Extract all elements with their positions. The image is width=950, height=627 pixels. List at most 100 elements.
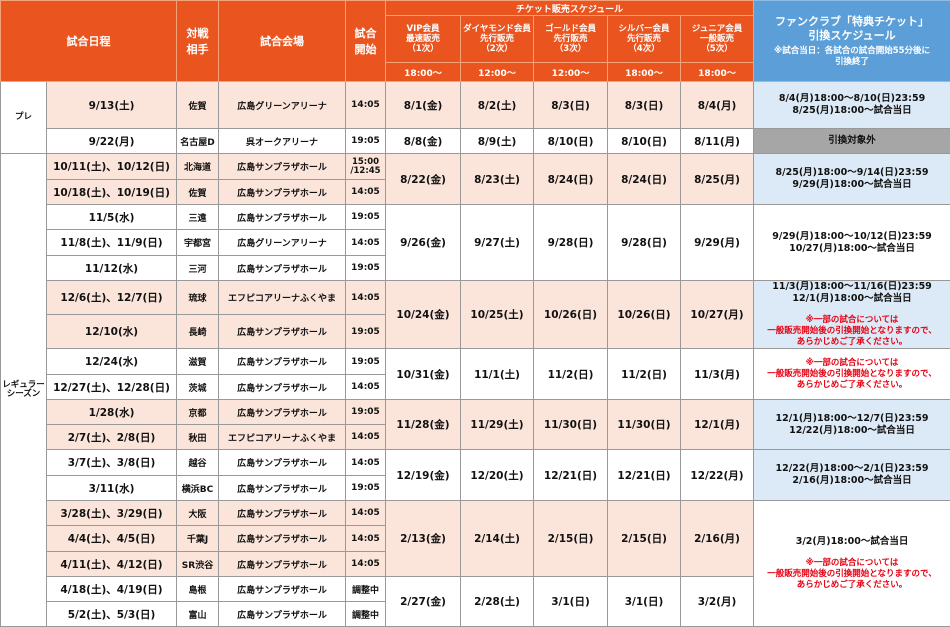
start-time: 19:05: [346, 315, 386, 349]
sale-date: 10/26(日): [534, 281, 608, 349]
start-time: 14:05: [346, 552, 386, 577]
start-time: 14:05: [346, 230, 386, 256]
sale-date: 12/21(日): [534, 450, 608, 501]
venue: 広島サンプラザホール: [219, 180, 346, 205]
sale-date: 8/22(金): [386, 154, 461, 205]
match-date: 12/10(水): [47, 315, 177, 349]
start-time: 19:05: [346, 476, 386, 501]
sale-date: 8/24(日): [534, 154, 608, 205]
opponent: 佐賀: [177, 180, 219, 205]
match-date: 3/7(土)、3/8(日): [47, 450, 177, 476]
sale-date: 2/28(土): [461, 577, 534, 627]
header-match-date: 試合日程: [1, 1, 177, 82]
exchange-period: 9/29(月)18:00〜10/12(日)23:59 10/27(月)18:00…: [754, 231, 950, 255]
tier-name: ダイヤモンド会員 先行販売 （2次）: [461, 16, 534, 63]
header-venue: 試合会場: [219, 1, 346, 82]
venue: 広島サンプラザホール: [219, 501, 346, 526]
sale-date: 10/27(月): [681, 281, 754, 349]
opponent: 大阪: [177, 501, 219, 526]
match-date: 11/5(水): [47, 205, 177, 230]
start-time: 調整中: [346, 602, 386, 627]
opponent: 横浜BC: [177, 476, 219, 501]
venue: 広島サンプラザホール: [219, 602, 346, 627]
sale-date: 10/25(土): [461, 281, 534, 349]
sale-date: 8/25(月): [681, 154, 754, 205]
sale-date: 2/13(金): [386, 501, 461, 577]
tier-name: シルバー会員 先行販売 （4次）: [608, 16, 681, 63]
exchange-period: 3/2(月)18:00〜試合当日: [754, 536, 950, 548]
tier-time: 18:00〜: [386, 63, 461, 82]
sale-date: 2/16(月): [681, 501, 754, 577]
match-date: 3/11(水): [47, 476, 177, 501]
category-pre: プレ: [1, 82, 47, 154]
start-time: 14:05: [346, 526, 386, 552]
opponent: 名古屋D: [177, 129, 219, 154]
match-date: 2/7(土)、2/8(日): [47, 425, 177, 450]
match-date: 10/18(土)、10/19(日): [47, 180, 177, 205]
exchange-warning: ※一部の試合については 一般販売開始後の引換開始となりますので、 あらかじめご了…: [754, 558, 950, 591]
opponent: 滋賀: [177, 349, 219, 375]
sale-date: 11/30(日): [534, 400, 608, 450]
venue: 呉オークアリーナ: [219, 129, 346, 154]
tier-time: 18:00〜: [681, 63, 754, 82]
exchange-warning: ※一部の試合については 一般販売開始後の引換開始となりますので、 あらかじめご了…: [754, 315, 950, 348]
start-time: 14:05: [346, 425, 386, 450]
sale-date: 3/1(日): [608, 577, 681, 627]
opponent: SR渋谷: [177, 552, 219, 577]
sale-date: 12/22(月): [681, 450, 754, 501]
sale-date: 9/29(月): [681, 205, 754, 281]
sale-date: 8/23(土): [461, 154, 534, 205]
match-date: 9/22(月): [47, 129, 177, 154]
match-date: 11/8(土)、11/9(日): [47, 230, 177, 256]
sale-date: 8/10(日): [534, 129, 608, 154]
header-fanclub: ファンクラブ「特典チケット」 引換スケジュール ※試合当日：各試合の試合開始55…: [754, 1, 950, 82]
start-time: 19:05: [346, 129, 386, 154]
match-date: 12/6(土)、12/7(日): [47, 281, 177, 315]
start-time: 19:05: [346, 400, 386, 425]
opponent: 茨城: [177, 375, 219, 400]
opponent: 琉球: [177, 281, 219, 315]
start-time: 14:05: [346, 501, 386, 526]
sale-date: 10/26(日): [608, 281, 681, 349]
exchange-period: 8/4(月)18:00〜8/10(日)23:59 8/25(月)18:00〜試合…: [754, 93, 950, 117]
venue: 広島サンプラザホール: [219, 400, 346, 425]
sale-date: 8/8(金): [386, 129, 461, 154]
start-time: 14:05: [346, 180, 386, 205]
exchange-period: 8/25(月)18:00〜9/14(日)23:59 9/29(月)18:00〜試…: [754, 167, 950, 191]
match-date: 4/4(土)、4/5(日): [47, 526, 177, 552]
start-time: 14:05: [346, 82, 386, 129]
exchange-period: 引換対象外: [754, 135, 950, 147]
venue: 広島サンプラザホール: [219, 349, 346, 375]
tier-time: 12:00〜: [534, 63, 608, 82]
sale-date: 8/24(日): [608, 154, 681, 205]
sale-date: 8/10(日): [608, 129, 681, 154]
sale-date: 11/2(日): [534, 349, 608, 400]
exchange-cell: ※一部の試合については 一般販売開始後の引換開始となりますので、 あらかじめご了…: [754, 349, 950, 400]
match-date: 5/2(土)、5/3(日): [47, 602, 177, 627]
start-time: 14:05: [346, 281, 386, 315]
sale-date: 11/29(土): [461, 400, 534, 450]
header-start: 試合 開始: [346, 1, 386, 82]
exchange-cell: 引換対象外: [754, 129, 950, 154]
opponent: 佐賀: [177, 82, 219, 129]
exchange-warning: ※一部の試合については 一般販売開始後の引換開始となりますので、 あらかじめご了…: [754, 358, 950, 391]
exchange-cell: 8/4(月)18:00〜8/10(日)23:59 8/25(月)18:00〜試合…: [754, 82, 950, 129]
sale-date: 9/28(日): [608, 205, 681, 281]
exchange-period: 12/22(月)18:00〜2/1(日)23:59 2/16(月)18:00〜試…: [754, 463, 950, 487]
venue: 広島サンプラザホール: [219, 154, 346, 180]
sale-date: 9/26(金): [386, 205, 461, 281]
sale-date: 8/1(金): [386, 82, 461, 129]
sale-date: 10/31(金): [386, 349, 461, 400]
header-sale-schedule: チケット販売スケジュール: [386, 1, 754, 16]
exchange-period: 11/3(月)18:00〜11/16(日)23:59 12/1(月)18:00〜…: [754, 281, 950, 305]
venue: エフピコアリーナふくやま: [219, 281, 346, 315]
start-time: 14:05: [346, 450, 386, 476]
start-time: 14:05: [346, 375, 386, 400]
venue: 広島サンプラザホール: [219, 205, 346, 230]
venue: 広島グリーンアリーナ: [219, 230, 346, 256]
